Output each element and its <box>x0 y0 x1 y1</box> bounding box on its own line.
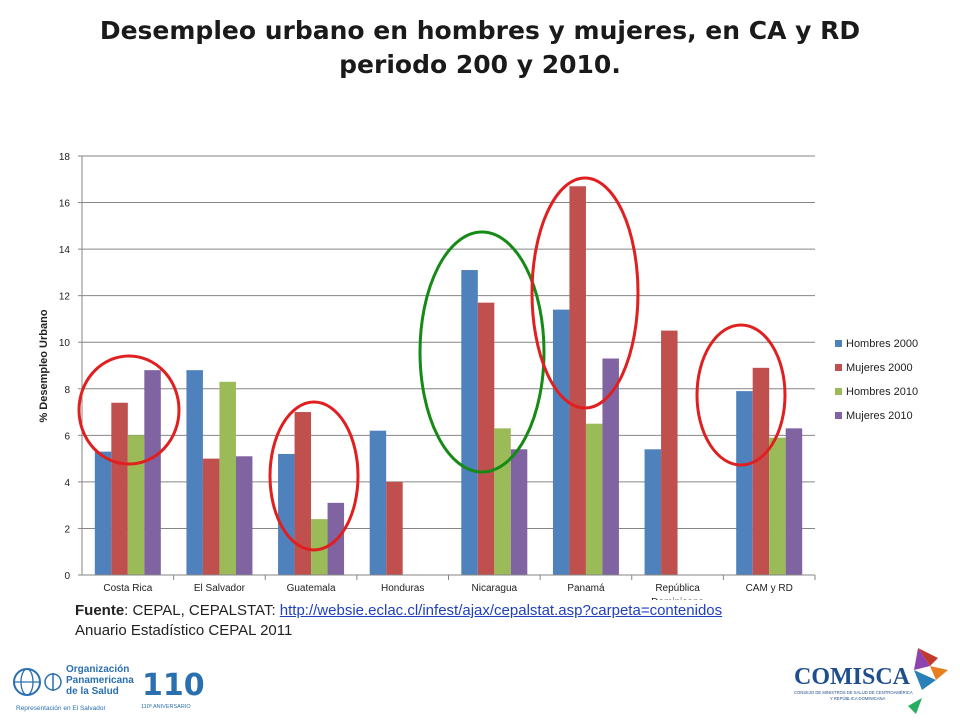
bar-chart: 0 2 4 6 8 10 12 14 16 18 Costa Rica El Salvador Gua… <box>38 152 918 600</box>
legend-label-hombres-2000: Hombres 2000 <box>846 338 918 350</box>
x-tick-labels: Costa Rica El Salvador Guatemala Honduras Ni… <box>103 575 816 600</box>
bar-mujeres-2000-panama <box>569 186 586 575</box>
paho-name-line-1: Organización <box>66 664 129 675</box>
bar-hombres-2000-nicaragua <box>461 270 478 575</box>
x-tick-label-republica-dominicana: República <box>655 583 700 594</box>
y-tick-labels: 0 2 4 6 8 10 12 14 16 18 <box>59 152 71 582</box>
anniversary-number: 110 <box>142 668 205 703</box>
globe-icon <box>13 668 41 696</box>
source-line-2: Anuario Estadístico CEPAL 2011 <box>75 622 293 639</box>
bar-hombres-2000-guatemala <box>278 453 295 575</box>
anniversary-text: 110º ANIVERSARIO <box>141 703 191 710</box>
y-tick-label: 10 <box>59 338 71 349</box>
x-tick-label-guatemala: Guatemala <box>287 583 336 594</box>
bar-hombres-2010-cam-y-rd <box>769 437 786 575</box>
legend-label-mujeres-2010: Mujeres 2010 <box>846 410 913 422</box>
title-line-1: Desempleo urbano en hombres y mujeres, e… <box>99 16 861 45</box>
grid-lines <box>78 155 815 576</box>
legend-swatch-mujeres-2010 <box>835 412 842 419</box>
bar-hombres-2000-cam-y-rd <box>736 391 753 575</box>
paho-name-line-2: Panamericana <box>66 675 134 686</box>
source-note: Fuente: CEPAL, CEPALSTAT: http://websie.… <box>75 601 722 641</box>
comisca-logo: COMISCA CONSEJO DE MINISTROS DE SALUD DE… <box>794 648 948 714</box>
highlight-ellipse-guatemala <box>268 400 360 552</box>
source-text: : CEPAL, CEPALSTAT: <box>124 602 280 619</box>
bar-mujeres-2010-el-salvador <box>235 456 253 575</box>
y-tick-label: 18 <box>59 152 71 163</box>
legend-swatch-hombres-2010 <box>835 388 842 395</box>
legend-swatch-hombres-2000 <box>835 340 842 347</box>
bar-hombres-2000-panama <box>552 309 570 575</box>
legend-label-hombres-2010: Hombres 2010 <box>846 386 918 398</box>
x-tick-label-panama: Panamá <box>567 583 605 594</box>
bar-hombres-2010-guatemala <box>311 519 328 575</box>
legend-swatch-mujeres-2000 <box>835 364 842 371</box>
bar-hombres-2010-el-salvador <box>219 381 236 575</box>
bar-hombres-2000-republica-dominicana <box>644 449 662 575</box>
bar-mujeres-2000-costa-rica <box>111 402 128 575</box>
y-tick-label: 8 <box>64 385 70 396</box>
source-line-1: Fuente: CEPAL, CEPALSTAT: http://websie.… <box>75 601 722 621</box>
y-axis-label: % Desempleo Urbano <box>38 309 50 422</box>
title-line-2: periodo 200 y 2010. <box>339 50 621 79</box>
bar-hombres-2000-costa-rica <box>94 451 112 575</box>
bar-mujeres-2010-cam-y-rd <box>785 428 803 575</box>
y-tick-label: 4 <box>64 478 70 489</box>
bar-mujeres-2010-panama <box>602 358 619 575</box>
bar-mujeres-2000-honduras <box>386 481 403 575</box>
bar-mujeres-2000-nicaragua <box>477 302 495 575</box>
page-title: Desempleo urbano en hombres y mujeres, e… <box>40 14 920 82</box>
x-tick-label-nicaragua: Nicaragua <box>472 583 518 594</box>
highlight-ellipse-panama <box>530 176 640 410</box>
legend: Hombres 2000 Mujeres 2000 Hombres 2010 Muje… <box>835 338 918 422</box>
legend-label-mujeres-2000: Mujeres 2000 <box>846 362 913 374</box>
bar-hombres-2000-honduras <box>369 430 387 575</box>
comisca-subtitle-1: CONSEJO DE MINISTROS DE SALUD DE CENTROA… <box>794 690 913 695</box>
bar-hombres-2010-nicaragua <box>494 428 511 575</box>
bar-hombres-2010-panama <box>585 423 603 575</box>
comisca-name: COMISCA <box>794 664 911 690</box>
paho-logo: Organización Panamericana de la Salud Re… <box>13 664 205 712</box>
paho-subtitle: Representación en El Salvador <box>16 705 106 712</box>
y-tick-label: 6 <box>64 431 70 442</box>
bar-mujeres-2000-cam-y-rd <box>752 367 770 575</box>
y-tick-label: 12 <box>59 292 71 303</box>
highlight-ellipse-costa-rica <box>77 354 181 466</box>
y-tick-label: 16 <box>59 199 71 210</box>
y-tick-label: 2 <box>64 524 70 535</box>
paho-name-line-3: de la Salud <box>66 686 119 697</box>
y-tick-label: 0 <box>64 571 70 582</box>
x-tick-label-cam-y-rd: CAM y RD <box>746 583 793 594</box>
bar-mujeres-2000-el-salvador <box>202 458 220 575</box>
x-tick-label-el-salvador: El Salvador <box>194 583 246 594</box>
bars <box>94 186 803 575</box>
bar-mujeres-2000-republica-dominicana <box>661 330 678 575</box>
bar-hombres-2010-costa-rica <box>127 435 145 575</box>
x-tick-label-costa-rica: Costa Rica <box>103 583 152 594</box>
bar-mujeres-2010-costa-rica <box>144 370 161 575</box>
who-emblem-icon <box>44 673 62 691</box>
source-link[interactable]: http://websie.eclac.cl/infest/ajax/cepal… <box>279 602 723 619</box>
source-label: Fuente <box>75 602 125 619</box>
bar-mujeres-2000-guatemala <box>294 412 312 575</box>
highlight-ellipse-nicaragua <box>418 230 546 474</box>
comisca-subtitle-2: Y REPÚBLICA DOMINICANA <box>830 696 886 701</box>
bar-hombres-2000-el-salvador <box>186 370 203 575</box>
comisca-emblem-icon <box>908 648 948 714</box>
bar-mujeres-2010-nicaragua <box>510 449 528 575</box>
x-tick-label-line2-republica-dominicana: Dominicana <box>651 597 704 600</box>
highlight-ellipses <box>77 176 787 552</box>
y-tick-label: 14 <box>59 245 71 256</box>
highlight-ellipse-cam-rd <box>695 323 787 467</box>
x-tick-label-honduras: Honduras <box>381 583 424 594</box>
